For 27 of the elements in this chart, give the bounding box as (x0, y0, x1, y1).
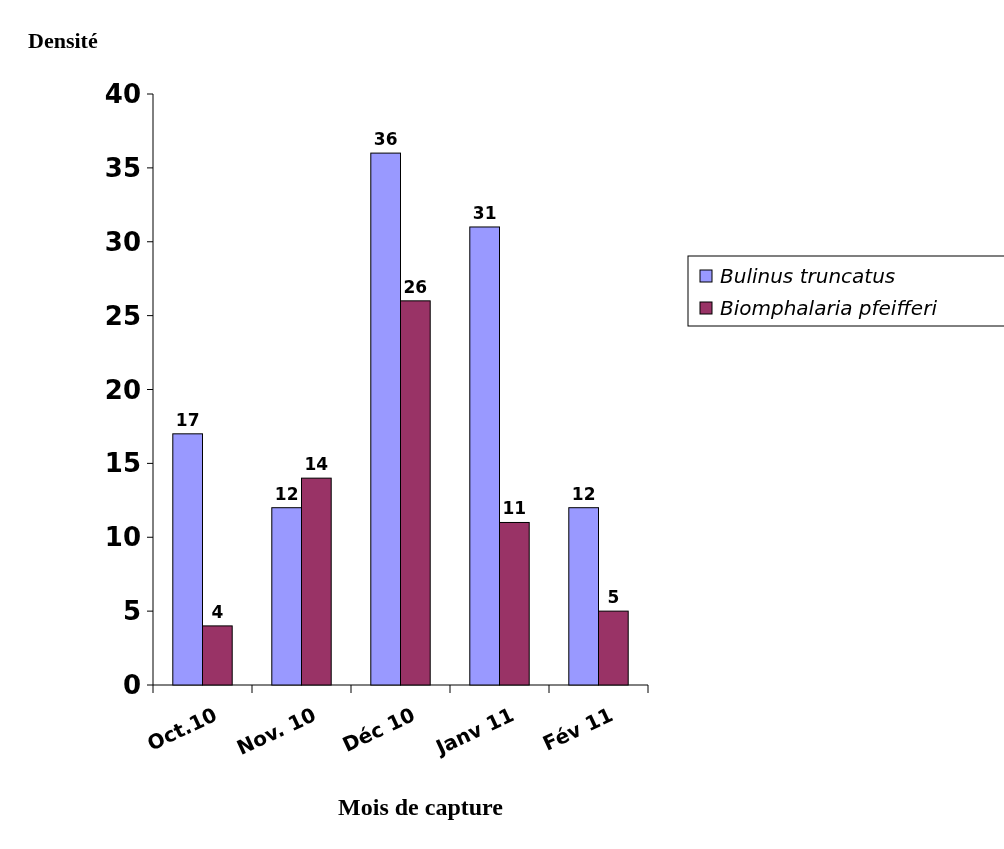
y-tick-label: 35 (104, 152, 141, 183)
x-tick-label: Janv 11 (430, 702, 518, 761)
x-axis-title: Mois de capture (338, 794, 504, 820)
legend-label: Biomphalaria pfeifferi (720, 296, 938, 320)
y-tick-label: 15 (104, 448, 141, 479)
y-tick-label: 10 (104, 522, 141, 553)
data-label: 26 (403, 276, 428, 297)
x-tick-label: Déc 10 (338, 702, 419, 757)
y-tick-label: 25 (104, 300, 141, 331)
data-label: 31 (472, 202, 497, 223)
y-tick-label: 30 (104, 226, 141, 257)
legend-label: Bulinus truncatus (720, 264, 896, 288)
data-label: 4 (211, 601, 224, 622)
y-tick-label: 40 (104, 79, 141, 110)
x-tick-label: Fév 11 (539, 702, 617, 756)
data-label: 12 (571, 483, 596, 504)
data-label: 14 (304, 454, 329, 475)
data-label: 5 (607, 587, 620, 608)
y-tick-label: 0 (122, 670, 141, 701)
y-tick-label: 20 (104, 374, 141, 405)
y-tick-label: 5 (122, 596, 141, 627)
data-label: 36 (373, 129, 398, 150)
data-label: 12 (274, 483, 299, 504)
x-tick-label: Nov. 10 (233, 702, 320, 760)
y-axis-title: Densité (28, 28, 98, 53)
data-label: 17 (175, 409, 200, 430)
data-label: 11 (502, 498, 527, 519)
